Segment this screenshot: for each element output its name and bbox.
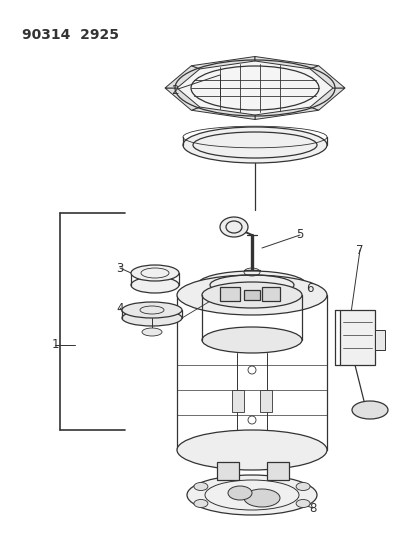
Bar <box>267 462 289 480</box>
Text: 8: 8 <box>309 502 317 514</box>
Ellipse shape <box>187 475 317 515</box>
Polygon shape <box>191 56 255 69</box>
Ellipse shape <box>296 482 310 490</box>
Text: 6: 6 <box>306 281 314 295</box>
Text: 3: 3 <box>116 262 124 274</box>
Ellipse shape <box>194 482 208 490</box>
Ellipse shape <box>194 499 208 507</box>
Ellipse shape <box>122 302 182 318</box>
Polygon shape <box>310 88 345 110</box>
Polygon shape <box>255 56 319 69</box>
Bar <box>244 290 260 300</box>
Ellipse shape <box>228 486 252 500</box>
Ellipse shape <box>175 60 335 116</box>
Ellipse shape <box>183 127 327 163</box>
Ellipse shape <box>131 277 179 293</box>
Bar <box>260 390 272 412</box>
Ellipse shape <box>122 310 182 326</box>
Text: 5: 5 <box>296 229 304 241</box>
Ellipse shape <box>177 430 327 470</box>
Ellipse shape <box>177 275 327 315</box>
Text: 4: 4 <box>116 302 124 314</box>
Bar <box>220 287 240 301</box>
Circle shape <box>248 366 256 374</box>
Text: 2: 2 <box>171 84 179 96</box>
Text: 1: 1 <box>51 338 59 351</box>
Polygon shape <box>191 107 255 119</box>
Bar <box>217 462 239 480</box>
Ellipse shape <box>220 217 248 237</box>
Ellipse shape <box>131 265 179 281</box>
Bar <box>232 390 244 412</box>
Bar <box>375 330 385 350</box>
Ellipse shape <box>142 328 162 336</box>
Text: 90314  2925: 90314 2925 <box>22 28 119 42</box>
Circle shape <box>248 416 256 424</box>
Bar <box>262 287 280 301</box>
Ellipse shape <box>197 271 307 299</box>
Polygon shape <box>165 66 200 88</box>
Polygon shape <box>255 107 319 119</box>
Ellipse shape <box>352 401 388 419</box>
Polygon shape <box>310 66 345 88</box>
Text: 7: 7 <box>356 244 364 256</box>
Polygon shape <box>165 88 200 110</box>
Bar <box>340 310 375 365</box>
Ellipse shape <box>296 499 310 507</box>
Ellipse shape <box>202 327 302 353</box>
Ellipse shape <box>244 489 280 507</box>
Ellipse shape <box>202 282 302 308</box>
